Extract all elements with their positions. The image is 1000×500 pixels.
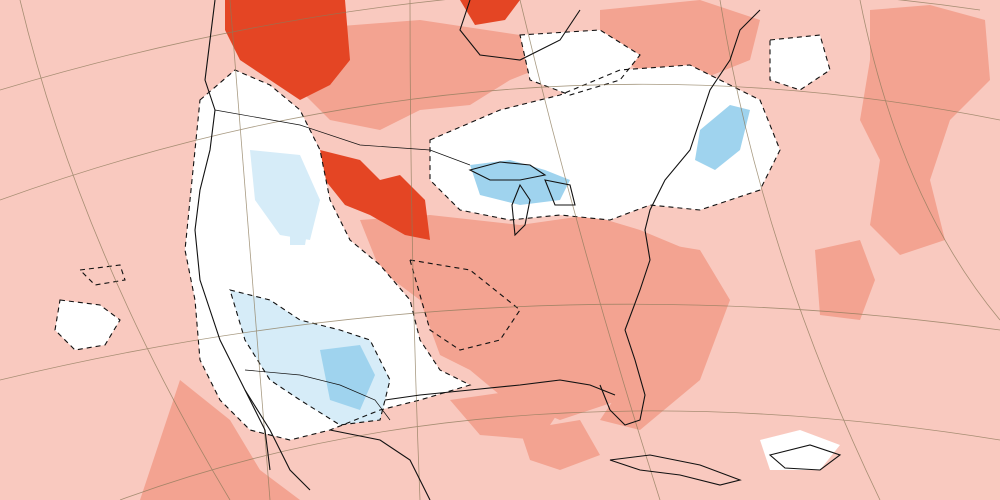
parallel-4 <box>0 0 981 91</box>
canada-strong-east <box>460 0 520 25</box>
meridian-4 <box>519 0 661 500</box>
hudson-bay <box>459 0 581 61</box>
parallel-2 <box>0 83 1000 201</box>
rockies-cool <box>290 210 310 245</box>
cuba <box>609 454 742 486</box>
medium-warm-regions <box>140 0 990 500</box>
strong-warm-regions <box>225 0 520 240</box>
atlantic-cool <box>695 105 750 170</box>
us-canada-border <box>214 109 471 166</box>
mexico-coast <box>329 429 431 500</box>
parallel-1 <box>0 303 1000 381</box>
northern-canada-neutral <box>520 30 640 95</box>
mexico-warm <box>140 380 300 500</box>
canada-warm <box>290 20 560 130</box>
contour-pacific-north <box>78 264 126 286</box>
ocean-warm-east <box>860 5 990 255</box>
pacific-neutral-blob <box>55 300 120 350</box>
north-plains-strong <box>320 150 430 240</box>
us-mexico-border <box>244 369 391 421</box>
meridian-1 <box>19 0 231 500</box>
coastlines <box>194 0 842 500</box>
great-lakes-superior <box>468 161 547 181</box>
meridian-3 <box>409 0 421 500</box>
canada-east-coast <box>699 9 761 121</box>
atlantic-neutral-blob <box>770 35 830 90</box>
ocean-warm-south <box>815 240 875 320</box>
southeast-us-warm <box>360 215 700 420</box>
contour-canada <box>519 29 641 96</box>
hispaniola <box>768 444 842 471</box>
caribbean-neutral <box>760 430 840 470</box>
contour-east <box>429 64 781 221</box>
contour-southeast <box>409 259 521 351</box>
meridian-6 <box>859 0 1000 321</box>
atlantic-warm <box>600 240 730 430</box>
florida <box>599 329 646 426</box>
great-lakes-michigan <box>511 183 531 237</box>
cool-regions <box>230 105 750 425</box>
great-lakes-cool <box>470 160 570 205</box>
gulf-warm <box>450 390 560 440</box>
northwest-canada-strong <box>225 0 350 100</box>
great-lakes-huron <box>544 179 576 206</box>
baja-peninsula <box>244 389 311 491</box>
contour-pacific <box>54 299 121 351</box>
gulf-coast <box>384 379 616 401</box>
pacific-coast <box>194 0 271 471</box>
meridian-5 <box>719 0 881 500</box>
meridian-2 <box>229 0 271 500</box>
atlantic-coast <box>624 119 701 331</box>
parallel-3 <box>119 410 1000 500</box>
quebec-warm <box>600 0 760 80</box>
